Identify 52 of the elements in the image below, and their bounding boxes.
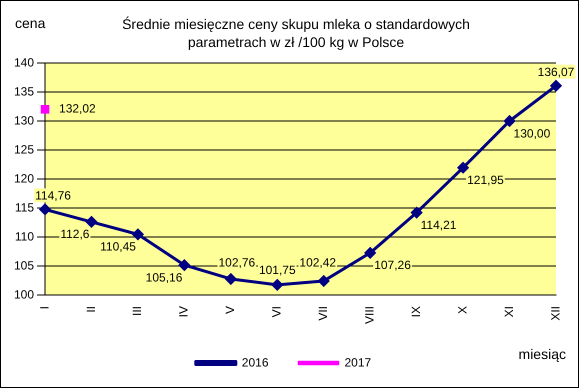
chart-title: Średnie miesięczne ceny skupu mleka o standardowych parametrach w zł /100 kg w Polsce [121, 15, 471, 51]
x-axis-title: miesiąc [518, 346, 566, 362]
point [225, 273, 236, 284]
legend-label: 2017 [344, 355, 372, 370]
y-tick-label: 130 [14, 113, 34, 128]
data-label: 112,6 [60, 227, 90, 242]
data-label: 102,42 [299, 255, 336, 270]
x-tick-label: XII [548, 306, 562, 321]
data-label: 105,16 [146, 270, 183, 284]
data-label: 110,45 [100, 240, 136, 254]
data-label: 114,21 [420, 218, 457, 232]
x-tick-label: IV [176, 306, 191, 318]
point [86, 216, 97, 228]
point [364, 247, 376, 258]
x-tick-label: II [84, 306, 98, 313]
x-tick-label: VIII [362, 306, 376, 324]
point [504, 116, 516, 126]
point [40, 105, 50, 114]
data-label: 114,76 [35, 188, 72, 203]
data-label: 132,02 [59, 102, 96, 116]
data-label: 101,75 [258, 263, 296, 278]
data-label: 136,07 [538, 65, 575, 80]
point [550, 80, 562, 92]
y-tick-label: 135 [14, 84, 34, 98]
y-tick-label: 125 [14, 142, 34, 156]
y-tick-label: 115 [14, 200, 34, 214]
point [318, 275, 330, 286]
point [132, 228, 144, 240]
data-label: 121,95 [467, 173, 504, 187]
y-tick-label: 120 [14, 171, 34, 186]
x-tick-label: IX [408, 306, 423, 318]
x-tick-label: III [130, 306, 144, 316]
x-tick-label: X [455, 306, 470, 314]
point [178, 260, 190, 271]
x-tick-label: I [37, 306, 52, 310]
x-tick-label: XI [502, 306, 516, 318]
point [411, 207, 422, 218]
data-label: 130,00 [514, 126, 551, 140]
y-tick-label: 100 [14, 287, 34, 302]
point [458, 162, 469, 174]
data-label: 102,76 [218, 255, 256, 270]
x-tick-label: V [223, 306, 238, 314]
y-tick-label: 110 [14, 229, 34, 244]
x-tick-label: VII [316, 306, 330, 321]
y-axis-title: cena [15, 15, 46, 31]
x-tick-label: VI [270, 306, 284, 318]
point [272, 279, 283, 290]
y-tick-label: 105 [14, 258, 34, 272]
legend-label: 2016 [242, 355, 269, 370]
y-tick-label: 140 [14, 55, 34, 70]
point [40, 204, 51, 215]
data-label: 107,26 [374, 258, 412, 272]
